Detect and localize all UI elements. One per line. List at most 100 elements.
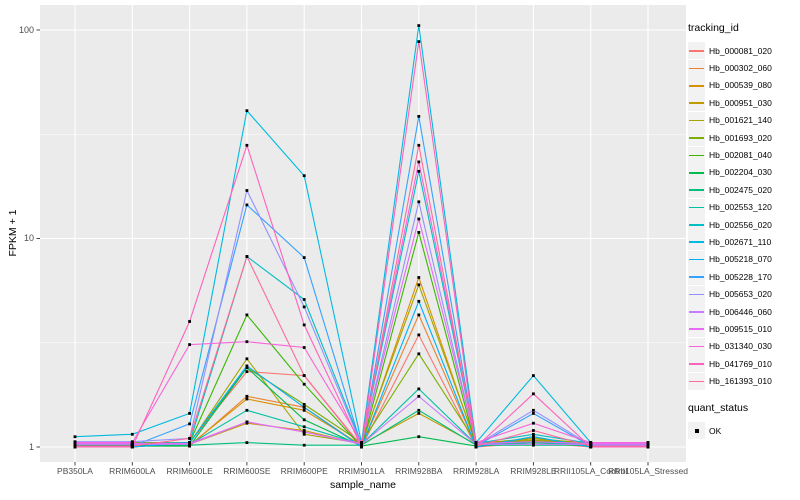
legend-item-label: Hb_002081_040 bbox=[709, 150, 772, 161]
data-point bbox=[417, 24, 421, 27]
data-point bbox=[417, 40, 421, 43]
data-point bbox=[532, 408, 535, 412]
data-point bbox=[532, 432, 535, 436]
line-swatch-icon bbox=[689, 224, 704, 226]
legend-item: Hb_002475_020 bbox=[688, 181, 800, 199]
data-point bbox=[302, 408, 306, 412]
line-swatch-icon bbox=[689, 363, 704, 365]
legend-item: Hb_000539_080 bbox=[688, 76, 800, 94]
line-swatch-icon bbox=[689, 137, 704, 139]
data-point bbox=[73, 435, 77, 439]
data-point bbox=[302, 429, 306, 432]
data-point bbox=[417, 408, 421, 412]
data-point bbox=[245, 408, 249, 412]
data-point bbox=[188, 437, 191, 440]
line-swatch-icon bbox=[689, 67, 704, 70]
data-point bbox=[417, 276, 421, 279]
legend-item: Hb_006446_060 bbox=[688, 303, 800, 321]
data-point bbox=[417, 217, 421, 221]
data-point bbox=[646, 441, 650, 444]
legend-item-label: Hb_005228_170 bbox=[709, 271, 772, 282]
line-swatch-icon bbox=[689, 328, 704, 331]
legend-item: Hb_031340_030 bbox=[688, 337, 800, 355]
data-point bbox=[302, 374, 306, 377]
legend-item-label: Hb_005653_020 bbox=[709, 289, 772, 300]
legend-item: Hb_002204_030 bbox=[688, 163, 800, 181]
y-tick-label: 1 bbox=[28, 441, 34, 452]
data-point bbox=[302, 305, 306, 309]
legend-item: Hb_005228_170 bbox=[688, 268, 800, 286]
line-swatch-icon bbox=[689, 171, 704, 174]
data-point bbox=[188, 343, 191, 346]
data-point bbox=[302, 174, 306, 178]
point-swatch-icon bbox=[695, 429, 699, 433]
data-point bbox=[130, 444, 134, 448]
data-point bbox=[188, 412, 191, 415]
data-point bbox=[73, 444, 77, 448]
line-swatch-icon bbox=[689, 102, 704, 104]
data-point bbox=[360, 444, 363, 448]
data-point bbox=[417, 352, 421, 356]
legend-key bbox=[688, 233, 705, 251]
legend-key bbox=[688, 250, 705, 268]
y-axis-title: FPKM + 1 bbox=[7, 209, 19, 257]
legend-item-ok: OK bbox=[688, 422, 800, 439]
legend-item: Hb_005653_020 bbox=[688, 285, 800, 303]
legend-item-label: Hb_005218_070 bbox=[709, 254, 772, 265]
data-point bbox=[417, 231, 421, 234]
data-point bbox=[188, 422, 191, 426]
data-point bbox=[302, 323, 306, 327]
data-point bbox=[302, 256, 306, 259]
data-point bbox=[245, 203, 249, 207]
legend-key bbox=[688, 59, 705, 77]
data-point bbox=[532, 421, 535, 425]
data-point bbox=[130, 432, 134, 436]
legend-item-label: Hb_001693_020 bbox=[709, 132, 772, 143]
legend-key bbox=[688, 355, 705, 373]
data-point bbox=[417, 200, 421, 204]
legend-item-label: Hb_031340_030 bbox=[709, 341, 772, 352]
legend-title-quant-status: quant_status bbox=[688, 401, 749, 414]
line-swatch-icon bbox=[689, 119, 704, 122]
data-point bbox=[245, 370, 249, 373]
line-swatch-icon bbox=[689, 345, 704, 348]
legend-item: Hb_002671_110 bbox=[688, 233, 800, 251]
legend-item-label: Hb_161393_010 bbox=[709, 376, 772, 387]
line-swatch-icon bbox=[689, 258, 704, 261]
legend-item-label: Hb_002671_110 bbox=[709, 236, 772, 247]
data-point bbox=[245, 143, 249, 147]
data-point bbox=[188, 442, 191, 445]
legend-item: Hb_009515_010 bbox=[688, 320, 800, 338]
data-point bbox=[302, 430, 306, 434]
panel-background bbox=[40, 5, 686, 462]
data-point bbox=[302, 382, 306, 386]
data-point bbox=[245, 420, 249, 424]
x-tick-label: RRIM600LA bbox=[109, 466, 156, 476]
data-point bbox=[474, 444, 478, 448]
data-point bbox=[532, 437, 535, 440]
data-point bbox=[302, 432, 306, 436]
line-swatch-icon bbox=[689, 311, 704, 313]
data-point bbox=[532, 435, 535, 439]
legend-key bbox=[688, 422, 705, 439]
data-point bbox=[360, 441, 363, 444]
x-tick-label: RRIM600LE bbox=[166, 466, 213, 476]
legend-item: Hb_001621_140 bbox=[688, 111, 800, 129]
data-point bbox=[245, 109, 249, 113]
data-point bbox=[188, 320, 191, 323]
x-tick-label: RRIM928LA bbox=[452, 466, 500, 476]
data-point bbox=[417, 435, 421, 439]
legend-item: Hb_000302_060 bbox=[688, 59, 800, 77]
x-tick-label: RRIM901LA bbox=[338, 466, 385, 476]
legend-key bbox=[688, 337, 705, 355]
data-point bbox=[417, 283, 421, 287]
data-point bbox=[302, 298, 306, 301]
data-point bbox=[302, 443, 306, 447]
data-point bbox=[245, 397, 249, 401]
data-point bbox=[532, 374, 535, 377]
x-tick-label: RRII105LA_Control bbox=[553, 466, 628, 476]
data-point bbox=[646, 444, 650, 448]
line-swatch-icon bbox=[689, 380, 704, 383]
data-point bbox=[245, 313, 249, 317]
